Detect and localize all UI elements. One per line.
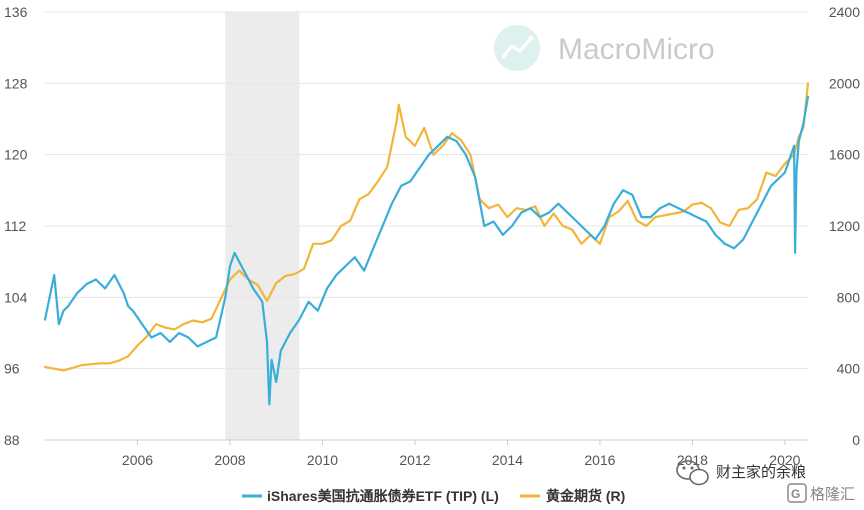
wechat-icon [676, 460, 709, 486]
x-tick-label: 2018 [677, 452, 708, 468]
series-lines [43, 82, 810, 406]
x-tick-label: 2012 [399, 452, 430, 468]
left-axis-ticks: 88 96 104 112 120 128 136 [4, 4, 28, 448]
x-axis-ticks: 2006 2008 2010 2012 2014 2016 2018 2020 [45, 439, 808, 468]
gelonghui-logo-icon: G [787, 483, 807, 503]
watermark: MacroMicro [494, 25, 715, 71]
legend-label-tip: iShares美国抗通胀债券ETF (TIP) (L) [267, 488, 499, 504]
x-tick-label: 2006 [122, 452, 153, 468]
y-right-tick-label: 2000 [829, 75, 860, 91]
legend: iShares美国抗通胀债券ETF (TIP) (L) 黄金期货 (R) [242, 488, 625, 504]
credit-publisher: G 格隆汇 [787, 483, 855, 503]
y-left-tick-label: 88 [4, 432, 20, 448]
svg-text:G: G [791, 487, 800, 501]
y-left-tick-label: 136 [4, 4, 28, 20]
legend-label-gold: 黄金期货 (R) [546, 488, 625, 504]
y-left-tick-label: 104 [4, 289, 28, 305]
gridlines [45, 11, 808, 441]
macromicro-logo-icon [494, 25, 540, 71]
x-tick-label: 2014 [492, 452, 523, 468]
y-right-tick-label: 800 [837, 289, 861, 305]
y-right-tick-label: 2400 [829, 4, 860, 20]
series-line-tip [43, 95, 810, 406]
y-right-tick-label: 1600 [829, 147, 860, 163]
y-right-tick-label: 0 [852, 432, 860, 448]
legend-item-gold[interactable]: 黄金期货 (R) [520, 488, 625, 504]
y-left-tick-label: 128 [4, 75, 28, 91]
watermark-text: MacroMicro [558, 33, 715, 66]
credit-wechat: 财主家的余粮 [676, 460, 806, 486]
y-left-tick-label: 112 [4, 218, 27, 234]
x-tick-label: 2020 [769, 452, 800, 468]
legend-item-tip[interactable]: iShares美国抗通胀债券ETF (TIP) (L) [242, 488, 499, 504]
publisher-name: 格隆汇 [810, 486, 855, 503]
y-left-tick-label: 96 [4, 361, 20, 377]
series-line-gold [43, 82, 810, 372]
x-tick-label: 2008 [214, 452, 245, 468]
x-tick-label: 2016 [584, 452, 615, 468]
right-axis-ticks: 0 400 800 1200 1600 2000 2400 [829, 4, 860, 448]
y-right-tick-label: 400 [837, 361, 861, 377]
y-right-tick-label: 1200 [829, 218, 860, 234]
wechat-account-name: 财主家的余粮 [716, 463, 806, 481]
y-left-tick-label: 120 [4, 147, 28, 163]
x-tick-label: 2010 [307, 452, 338, 468]
